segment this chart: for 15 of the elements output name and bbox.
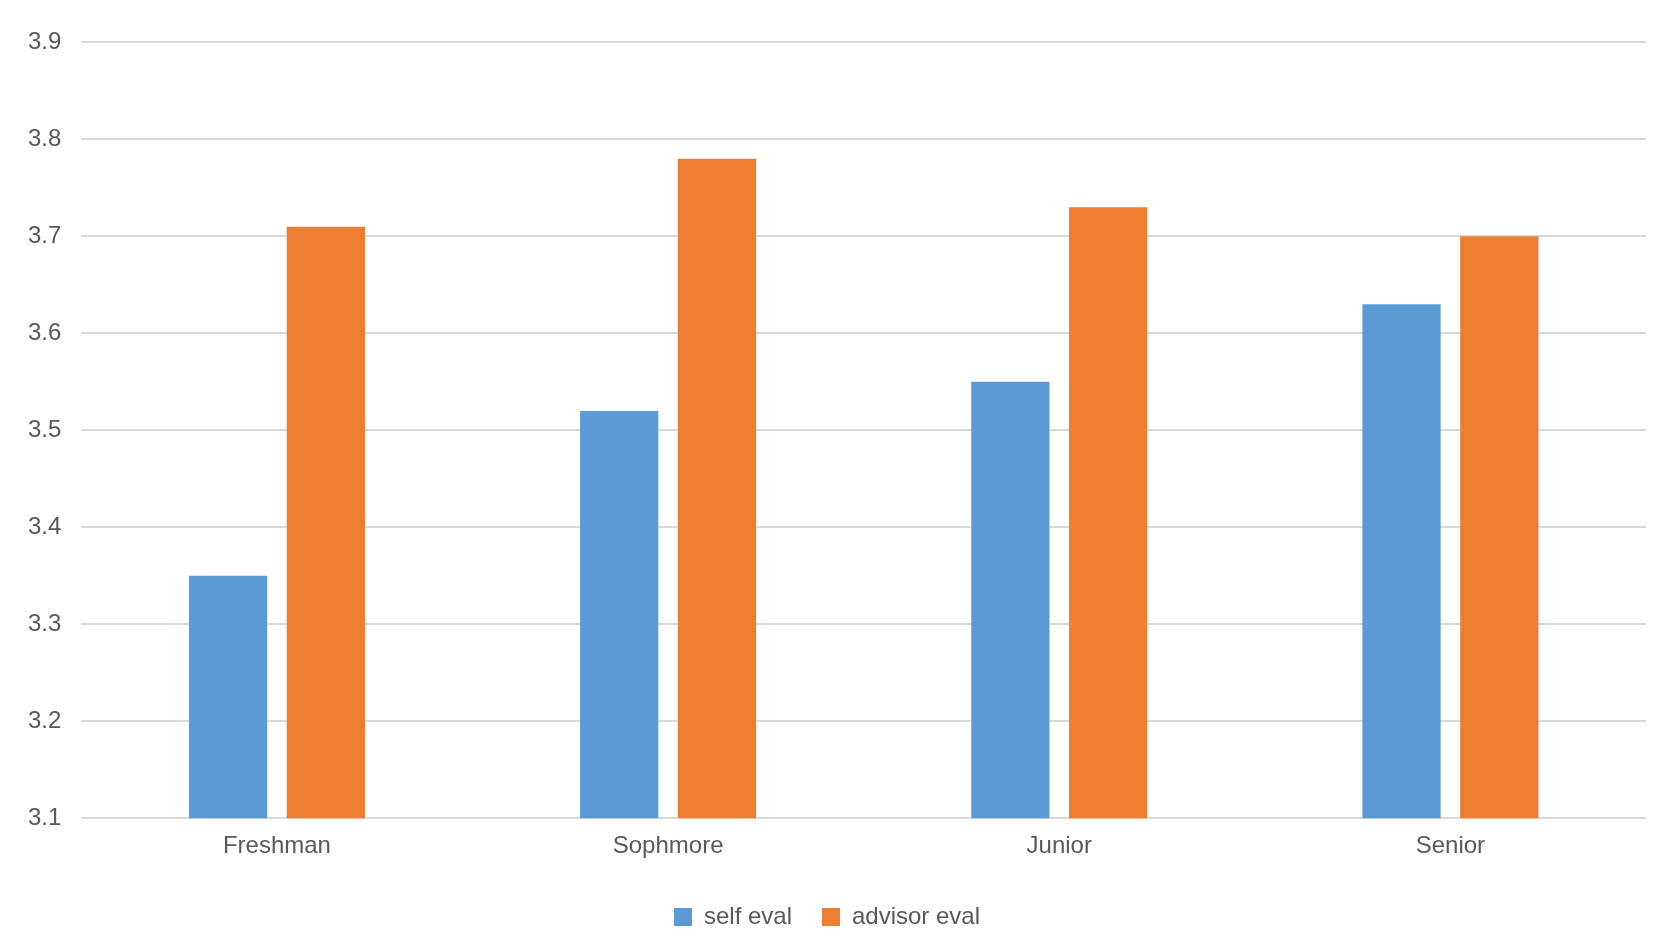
legend-label: self eval — [703, 901, 792, 929]
y-tick-label: 3.9 — [27, 27, 62, 55]
y-tick-label: 3.6 — [27, 317, 62, 345]
legend-label: advisor eval — [851, 901, 981, 929]
y-tick-label: 3.8 — [27, 124, 62, 151]
x-tick-label: Freshman — [222, 831, 331, 859]
x-tick-label: Sophmore — [612, 831, 724, 859]
y-tick-label: 3.3 — [27, 608, 62, 636]
y-tick-label: 3.2 — [27, 705, 62, 733]
x-tick-label: Senior — [1415, 831, 1486, 859]
y-tick-label: 3.7 — [27, 220, 62, 248]
y-tick-label: 3.4 — [27, 511, 62, 539]
y-tick-label: 3.5 — [27, 414, 62, 442]
y-tick-label: 3.1 — [27, 802, 62, 830]
x-tick-label: Junior — [1026, 831, 1092, 859]
